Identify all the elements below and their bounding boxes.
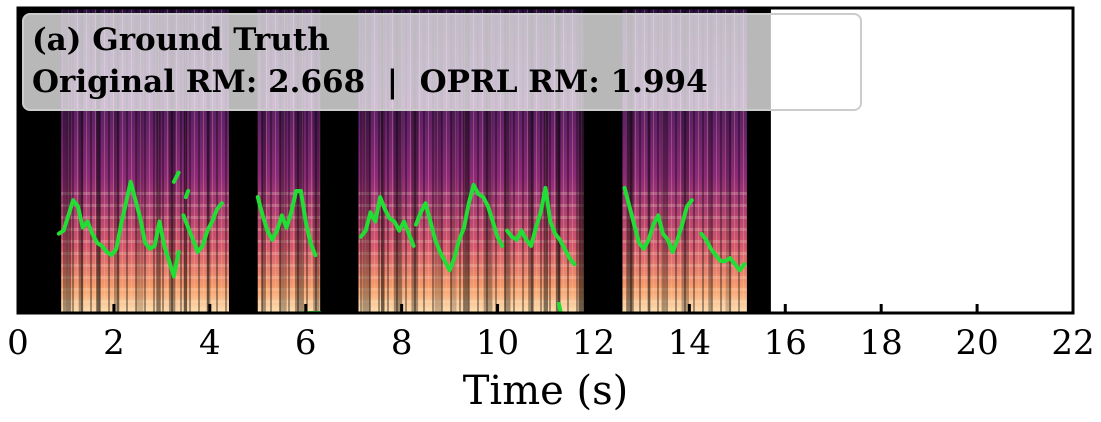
x-axis-label: Time (s): [463, 368, 629, 414]
x-tick-label-10: 20: [955, 323, 998, 363]
pitch-contour-segment-5: [414, 182, 505, 273]
plot-frame: [16, 6, 1075, 315]
original-rm-value: 2.668: [268, 64, 365, 100]
legend-box: (a) Ground Truth Original RM: 2.668 | OP…: [22, 13, 862, 111]
pitch-fragment-3: [171, 170, 181, 184]
x-tick-label-11: 22: [1051, 323, 1094, 363]
x-tick-label-0: 0: [7, 323, 29, 363]
x-tick-label-7: 14: [668, 323, 711, 363]
pitch-contour-segment-8: [699, 231, 747, 273]
legend-background: [22, 13, 862, 111]
x-tick-label-9: 18: [860, 323, 903, 363]
rm-annotation: Original RM: 2.668 | OPRL RM: 1.994: [32, 64, 708, 100]
pitch-contour: [56, 170, 747, 313]
x-tick-label-6: 12: [572, 323, 615, 363]
pitch-contour-segment-7: [622, 185, 694, 254]
x-tick-label-2: 4: [199, 323, 221, 363]
pitch-contour-segment-6: [505, 185, 577, 267]
pitch-fragment-2: [556, 301, 563, 313]
x-tick-label-8: 16: [764, 323, 807, 363]
pitch-contour-segment-2: [181, 201, 224, 254]
pitch-contour-segment-1: [56, 179, 181, 279]
rm-separator: |: [387, 64, 398, 100]
original-rm-label: Original RM:: [32, 64, 257, 100]
x-axis: 0 2 4 6 8 10 12 14 16 18 20 22: [7, 304, 1095, 363]
pitch-contour-segment-4: [358, 195, 416, 248]
oprl-rm-value: 1.994: [611, 64, 708, 100]
x-tick-label-5: 10: [476, 323, 519, 363]
pitch-contour-segment-3: [255, 189, 318, 258]
x-tick-label-3: 6: [295, 323, 317, 363]
oprl-rm-label: OPRL RM:: [420, 64, 600, 100]
panel-title: (a) Ground Truth: [32, 22, 330, 58]
x-tick-label-4: 8: [391, 323, 413, 363]
pitch-fragment-4: [183, 189, 191, 200]
x-tick-label-1: 2: [103, 323, 125, 363]
